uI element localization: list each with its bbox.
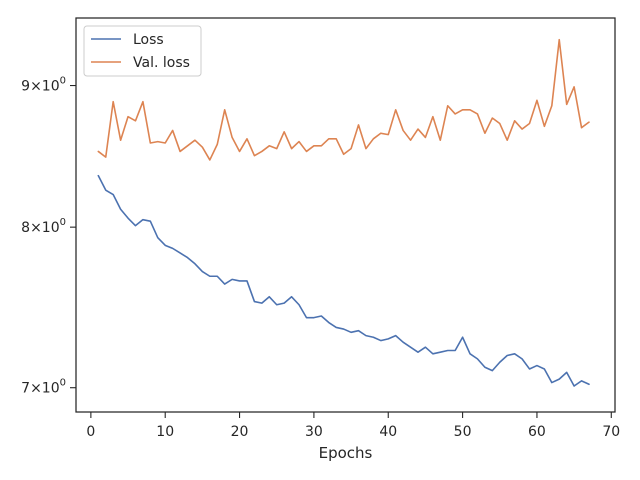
legend-label-0: Loss bbox=[133, 32, 164, 48]
x-tick-label-6: 60 bbox=[528, 424, 546, 440]
x-tick-label-1: 10 bbox=[156, 424, 174, 440]
legend: Loss Val. loss bbox=[83, 25, 202, 77]
plot-area bbox=[76, 18, 615, 412]
y-tick-label-0: 7×100 bbox=[21, 378, 66, 397]
x-tick-label-4: 40 bbox=[379, 424, 397, 440]
ticks-layer: 0 10 20 30 40 50 60 70 7×100 8×100 9×100 bbox=[21, 76, 620, 440]
y-tick-label-1: 8×100 bbox=[21, 217, 66, 236]
legend-label-1: Val. loss bbox=[133, 55, 190, 71]
x-tick-label-3: 30 bbox=[305, 424, 323, 440]
x-tick-label-2: 20 bbox=[231, 424, 249, 440]
series-line-0 bbox=[97, 174, 590, 387]
x-tick-label-0: 0 bbox=[86, 424, 95, 440]
y-tick-label-2: 9×100 bbox=[21, 76, 66, 95]
x-tick-label-7: 70 bbox=[602, 424, 620, 440]
series-line-1 bbox=[97, 38, 590, 161]
series-layer bbox=[97, 38, 590, 387]
x-axis-title: Epochs bbox=[319, 444, 373, 462]
plot-frame bbox=[75, 17, 616, 413]
x-tick-label-5: 50 bbox=[454, 424, 472, 440]
